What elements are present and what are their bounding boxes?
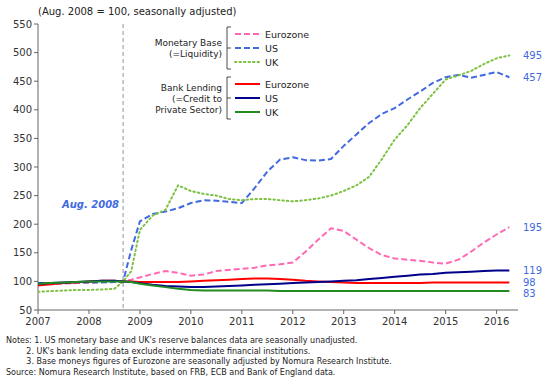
y-tick: [34, 281, 38, 282]
legend: Eurozone US UK Monetary Base(=Liquidity) Eur…: [155, 27, 310, 119]
y-tick-label: 200: [13, 219, 32, 230]
x-tick: [343, 310, 344, 314]
legend-swatch: [235, 33, 260, 35]
title: (Aug. 2008 = 100, seasonally adjusted): [38, 6, 237, 17]
y-tick: [34, 310, 38, 311]
end-label: 83: [523, 288, 536, 299]
x-tick-label: 2011: [229, 316, 254, 327]
y-tick: [34, 24, 38, 25]
end-label: 119: [523, 265, 542, 276]
x-tick: [88, 310, 89, 314]
y-tick: [34, 81, 38, 82]
x-tick-label: 2012: [280, 316, 305, 327]
legend-label: US: [265, 43, 278, 54]
legend-bracket: [227, 77, 231, 119]
legend-group-label: Monetary Base(=Liquidity): [155, 38, 223, 59]
x-tick: [292, 310, 293, 314]
y-tick-label: 550: [13, 19, 32, 30]
notes: Notes: 1. US monetary base and UK's rese…: [6, 336, 392, 377]
x-tick-label: 2007: [25, 316, 50, 327]
y-tick: [34, 167, 38, 168]
chart: (Aug. 2008 = 100, seasonally adjusted) 20…: [0, 0, 556, 381]
reference-line: [123, 24, 124, 310]
y-tick-label: 250: [13, 190, 32, 201]
end-label: 457: [523, 72, 542, 83]
y-tick: [34, 138, 38, 139]
x-tick: [139, 310, 140, 314]
y-tick: [34, 52, 38, 53]
legend-label: Eurozone: [265, 29, 309, 40]
legend-swatch: [235, 97, 260, 99]
legend-group-label: Bank Lending(=Credit toPrivate Sector): [155, 83, 222, 115]
x-tick-label: 2009: [127, 316, 152, 327]
y-tick: [34, 224, 38, 225]
series-line: [38, 72, 509, 283]
x-tick: [190, 310, 191, 314]
x-tick: [38, 310, 39, 314]
legend-swatch: [235, 61, 260, 63]
legend-label: Eurozone: [265, 79, 309, 90]
x-tick-label: 2015: [433, 316, 458, 327]
y-tick-label: 400: [13, 104, 32, 115]
series-line: [38, 227, 509, 284]
end-label: 195: [523, 222, 542, 233]
x-tick-label: 2008: [76, 316, 101, 327]
plot-area: [38, 24, 509, 310]
series-line: [38, 55, 509, 291]
legend-swatch: [235, 83, 260, 85]
y-tick-label: 450: [13, 76, 32, 87]
x-tick: [496, 310, 497, 314]
legend-label: UK: [265, 107, 279, 118]
end-label: 98: [523, 277, 536, 288]
x-tick-label: 2013: [331, 316, 356, 327]
y-tick-label: 350: [13, 133, 32, 144]
legend-swatch: [235, 111, 260, 113]
y-tick-label: 150: [13, 247, 32, 258]
y-tick-label: 300: [13, 162, 32, 173]
x-tick: [394, 310, 395, 314]
y-tick: [34, 252, 38, 253]
legend-label: UK: [265, 57, 279, 68]
y-tick: [34, 195, 38, 196]
legend-swatch: [235, 47, 260, 49]
x-tick: [241, 310, 242, 314]
x-tick-label: 2016: [484, 316, 509, 327]
reference-label: Aug. 2008: [61, 199, 119, 210]
series-line: [38, 271, 509, 288]
x-tick-label: 2014: [382, 316, 407, 327]
x-tick: [445, 310, 446, 314]
y-tick-label: 50: [19, 305, 32, 316]
y-tick: [34, 109, 38, 110]
series-line: [38, 281, 509, 291]
x-tick-label: 2010: [178, 316, 203, 327]
end-label: 495: [523, 50, 542, 61]
y-tick-label: 500: [13, 47, 32, 58]
legend-bracket: [227, 27, 231, 69]
y-tick-label: 100: [13, 276, 32, 287]
legend-label: US: [265, 93, 278, 104]
